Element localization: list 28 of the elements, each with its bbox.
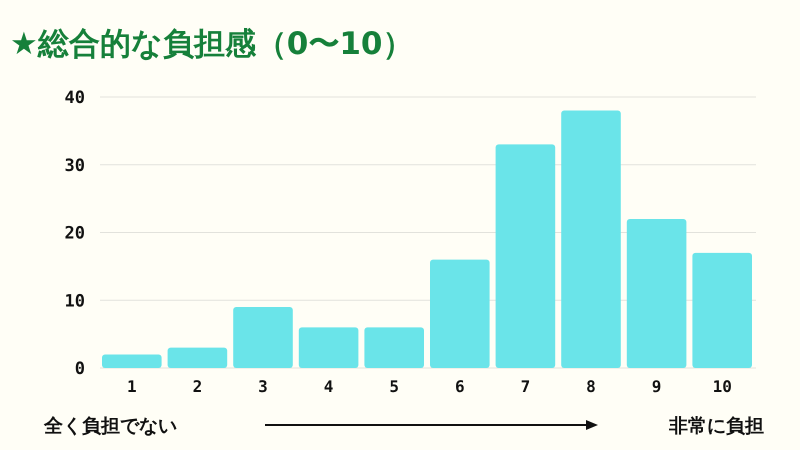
bar <box>561 110 621 368</box>
bar <box>496 144 556 368</box>
y-tick-label: 40 <box>64 88 85 108</box>
bar <box>430 260 490 368</box>
y-tick-label: 30 <box>64 156 85 176</box>
bar <box>692 252 752 368</box>
x-tick-label: 7 <box>520 377 530 396</box>
bar <box>233 307 293 368</box>
x-tick-label: 2 <box>192 377 202 396</box>
bar <box>298 327 358 368</box>
bar <box>102 354 162 368</box>
x-tick-label: 4 <box>324 377 334 396</box>
x-tick-label: 1 <box>126 377 137 396</box>
x-tick-label: 10 <box>712 377 732 396</box>
x-tick-label: 5 <box>389 377 400 396</box>
bar <box>168 348 228 368</box>
bar <box>364 327 424 368</box>
y-tick-label: 0 <box>74 359 85 379</box>
x-tick-label: 9 <box>652 377 662 396</box>
x-tick-label: 6 <box>454 377 465 396</box>
text: 全く負担でない <box>43 415 177 437</box>
chart-title: ★総合的な負担感（0〜10） <box>10 26 414 62</box>
text: 非常に負担 <box>668 415 764 437</box>
x-tick-label: 3 <box>258 377 268 396</box>
y-tick-label: 20 <box>64 224 85 244</box>
y-tick-label: 10 <box>64 291 85 312</box>
x-tick-label: 8 <box>586 377 596 396</box>
bar <box>626 218 686 368</box>
